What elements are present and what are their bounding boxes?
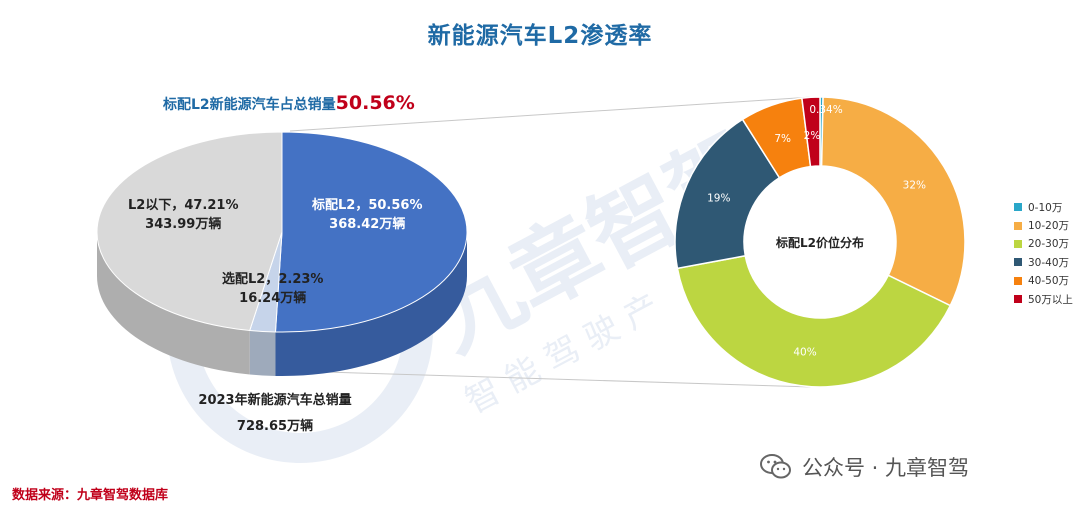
legend-swatch (1014, 239, 1022, 248)
legend-label: 0-10万 (1028, 201, 1063, 214)
legend-swatch (1014, 221, 1022, 230)
total-sales-label: 2023年新能源汽车总销量 (198, 393, 352, 408)
pie-3d-total-sales (96, 131, 468, 376)
donut-legend: 0-10万 10-20万 20-30万 30-40万 40-50万 50万以上 (1014, 198, 1073, 308)
total-sales: 2023年新能源汽车总销量 728.65万辆 (185, 388, 365, 440)
donut-center-label: 标配L2价位分布 (775, 235, 864, 250)
donut-label-30-40: 19% (707, 193, 730, 205)
headline-value: 50.56% (335, 92, 415, 114)
donut-slice-10-20 (820, 96, 966, 307)
label-below-l2-line2: 343.99万辆 (145, 217, 222, 232)
legend-label: 40-50万 (1028, 275, 1070, 288)
headline: 标配L2新能源汽车占总销量50.56% (163, 92, 415, 114)
legend-item-40-50: 40-50万 (1014, 272, 1073, 290)
legend-swatch (1014, 295, 1022, 304)
label-below-l2-line1: L2以下，47.21% (128, 198, 239, 213)
pie3d-side-standard (275, 232, 467, 376)
headline-text: 标配L2新能源汽车占总销量 (163, 97, 336, 113)
legend-item-0-10: 0-10万 (1014, 198, 1073, 216)
legend-swatch (1014, 276, 1022, 285)
donut-slice-50 (801, 96, 821, 168)
total-sales-value: 728.65万辆 (236, 419, 314, 434)
label-below-l2: L2以下，47.21% 343.99万辆 (128, 196, 238, 234)
connector-line-top (289, 96, 813, 132)
legend-item-10-20: 10-20万 (1014, 216, 1073, 234)
donut-label-40-50: 7% (774, 133, 791, 145)
label-optional-l2-line2: 16.24万辆 (239, 291, 307, 306)
pie3d-side-below (97, 232, 250, 375)
data-source: 数据来源：九章智驾数据库 (12, 488, 169, 503)
legend-item-50: 50万以上 (1014, 290, 1073, 308)
label-optional-l2: 选配L2，2.23% 16.24万辆 (222, 270, 323, 308)
wechat-icon (760, 454, 791, 479)
legend-item-20-30: 20-30万 (1014, 235, 1073, 253)
donut-standard-l2-price: 0.34% 32% 40% 19% 7% 2% 标配L2价位分布 (674, 96, 966, 388)
donut-label-10-20: 32% (903, 179, 926, 191)
legend-label: 50万以上 (1028, 293, 1073, 306)
donut-label-50: 2% (804, 130, 821, 142)
connector-line-bottom (324, 371, 813, 388)
donut-label-0-10: 0.34% (809, 104, 842, 116)
legend-label: 30-40万 (1028, 256, 1070, 269)
wechat-account-watermark: 公众号 · 九章智驾 (760, 452, 969, 482)
label-standard-l2-line1: 标配L2，50.56% (312, 198, 423, 213)
label-optional-l2-line1: 选配L2，2.23% (222, 272, 324, 287)
pie3d-slice-standard (274, 131, 468, 333)
pie3d-side-optional (249, 330, 276, 376)
donut-slice-20-30 (676, 254, 952, 388)
label-standard-l2: 标配L2，50.56% 368.42万辆 (312, 196, 422, 234)
connector-lines (289, 96, 813, 388)
legend-label: 20-30万 (1028, 238, 1070, 251)
label-standard-l2-line2: 368.42万辆 (329, 217, 406, 232)
legend-label: 10-20万 (1028, 220, 1070, 233)
legend-swatch (1014, 258, 1022, 267)
legend-swatch (1014, 203, 1022, 212)
legend-item-30-40: 30-40万 (1014, 253, 1073, 271)
chart-title: 新能源汽车L2渗透率 (427, 23, 653, 49)
wechat-account-name: 公众号 · 九章智驾 (802, 456, 970, 480)
donut-slice-30-40 (674, 118, 781, 270)
donut-label-20-30: 40% (793, 346, 816, 358)
pie3d-slice-below-l2 (96, 131, 283, 332)
